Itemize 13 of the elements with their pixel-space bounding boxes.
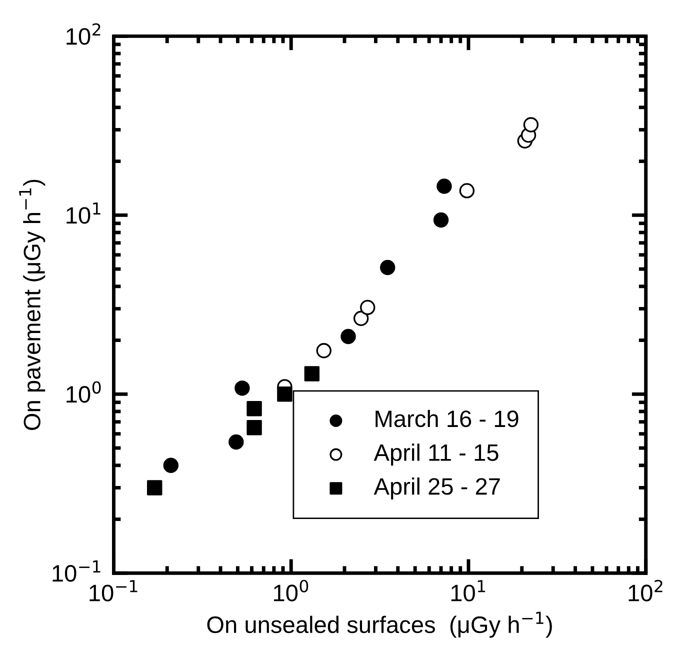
legend-label: April 11 - 15 <box>374 444 498 466</box>
y-tick-label: 10$^{2}$ <box>66 23 100 45</box>
x-tick-label: 10$^{0}$ <box>274 580 308 602</box>
x-axis-title: On unsealed surfaces (μGy h$^{−1}$) <box>207 612 552 638</box>
y-tick-label: 10$^{1}$ <box>66 202 100 224</box>
y-tick-label: 10$^{−1}$ <box>52 560 100 582</box>
x-tick-label: 10$^{2}$ <box>628 580 662 602</box>
legend-label: March 16 - 19 <box>376 410 518 428</box>
legend-label: April 25 - 27 <box>374 477 500 500</box>
y-axis-title: On pavement (μGy h$^{−1}$) <box>19 180 46 430</box>
y-tick-label: 10$^{0}$ <box>66 381 101 403</box>
x-tick-label: 10$^{1}$ <box>451 580 486 602</box>
x-tick-label: 10$^{−1}$ <box>90 580 138 602</box>
